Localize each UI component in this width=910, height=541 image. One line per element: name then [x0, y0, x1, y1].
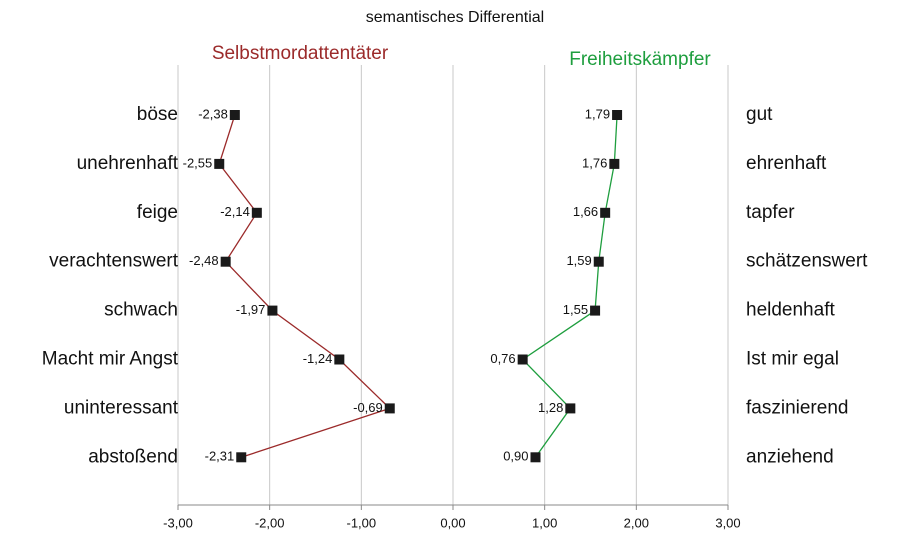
x-tick-label: 3,00	[715, 515, 740, 530]
marker	[530, 452, 541, 463]
series-line	[521, 114, 618, 458]
marker	[229, 110, 240, 120]
data-label: 1,59	[566, 253, 591, 268]
marker	[334, 354, 345, 365]
marker	[267, 305, 278, 316]
data-label: -2,38	[198, 106, 228, 121]
data-label: -2,55	[183, 155, 213, 170]
right-category-label: schätzenswert	[746, 251, 868, 272]
left-category-label: böse	[137, 104, 178, 125]
marker	[600, 207, 611, 218]
marker	[612, 110, 623, 120]
chart-title: semantisches Differential	[366, 9, 544, 26]
right-category-label: gut	[746, 104, 773, 125]
marker	[220, 256, 231, 267]
data-label: 1,79	[585, 106, 610, 121]
left-category-label: abstoßend	[88, 446, 178, 467]
x-tick-label: -2,00	[255, 515, 285, 530]
data-label: -1,97	[236, 302, 266, 317]
marker	[609, 158, 620, 169]
marker	[593, 256, 604, 267]
marker	[565, 403, 576, 414]
marker	[590, 305, 601, 316]
data-label: 0,76	[490, 351, 515, 366]
marker	[214, 158, 225, 169]
data-label: 1,28	[538, 400, 563, 415]
right-category-label: anziehend	[746, 446, 834, 467]
left-category-label: verachtenswert	[49, 251, 179, 272]
series-name: Freiheitskämpfer	[569, 49, 711, 70]
right-category-label: tapfer	[746, 202, 795, 223]
x-tick-label: -1,00	[347, 515, 377, 530]
data-label: -2,48	[189, 253, 219, 268]
data-label: -2,31	[205, 449, 235, 464]
right-category-label: heldenhaft	[746, 300, 835, 321]
data-label: 1,55	[563, 302, 588, 317]
marker	[236, 452, 247, 463]
x-tick-label: 0,00	[440, 515, 465, 530]
left-category-label: uninteressant	[64, 397, 179, 418]
x-tick-label: 2,00	[624, 515, 649, 530]
left-category-label: feige	[137, 202, 178, 223]
x-tick-label: -3,00	[163, 515, 193, 530]
right-category-label: faszinierend	[746, 397, 848, 418]
series-line	[218, 114, 391, 458]
data-label: 1,76	[582, 155, 607, 170]
left-category-label: schwach	[104, 300, 178, 321]
right-category-label: Ist mir egal	[746, 349, 839, 370]
data-label: -0,69	[353, 400, 383, 415]
right-category-label: ehrenhaft	[746, 153, 827, 174]
left-category-label: Macht mir Angst	[42, 349, 179, 370]
left-category-label: unehrenhaft	[77, 153, 179, 174]
marker	[251, 207, 262, 218]
x-tick-label: 1,00	[532, 515, 557, 530]
data-label: -2,14	[220, 204, 250, 219]
series-name: Selbstmordattentäter	[212, 43, 389, 64]
marker	[517, 354, 528, 365]
marker	[384, 403, 395, 414]
data-label: 1,66	[573, 204, 598, 219]
data-label: 0,90	[503, 449, 528, 464]
data-label: -1,24	[303, 351, 333, 366]
